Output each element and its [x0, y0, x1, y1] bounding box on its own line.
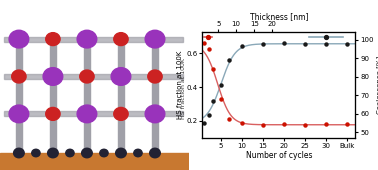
Circle shape [9, 30, 29, 48]
Bar [50, 119, 56, 153]
Circle shape [14, 148, 24, 158]
Bar [4, 74, 183, 79]
Bar [118, 39, 124, 73]
Circle shape [43, 68, 63, 85]
Circle shape [9, 105, 29, 123]
Circle shape [48, 148, 58, 158]
Bar [84, 119, 90, 153]
Circle shape [116, 148, 126, 158]
Bar [15, 119, 22, 153]
Circle shape [114, 33, 128, 46]
Circle shape [150, 148, 160, 158]
Bar [15, 76, 22, 110]
Circle shape [145, 30, 165, 48]
Circle shape [148, 70, 162, 83]
Bar [152, 39, 158, 73]
Bar [4, 111, 183, 116]
Circle shape [77, 30, 97, 48]
Circle shape [66, 149, 74, 157]
Circle shape [111, 68, 131, 85]
Circle shape [145, 105, 165, 123]
X-axis label: Thickness [nm]: Thickness [nm] [249, 12, 308, 21]
Bar [118, 119, 124, 153]
Circle shape [12, 70, 26, 83]
Bar [0, 153, 189, 170]
Bar [50, 76, 56, 110]
Bar [152, 76, 158, 110]
Y-axis label: HS fraction at 100K: HS fraction at 100K [177, 51, 183, 119]
Circle shape [80, 70, 94, 83]
Circle shape [46, 33, 60, 46]
Circle shape [134, 149, 142, 157]
Circle shape [46, 107, 60, 120]
Bar [152, 119, 158, 153]
Bar [15, 39, 22, 73]
Bar [4, 37, 183, 42]
Text: HS fraction at 100K: HS fraction at 100K [181, 58, 186, 119]
X-axis label: Number of cycles: Number of cycles [246, 151, 312, 160]
Bar [118, 76, 124, 110]
Bar [50, 39, 56, 73]
Circle shape [77, 105, 97, 123]
Bar [84, 39, 90, 73]
Y-axis label: Coalescence [%]: Coalescence [%] [376, 56, 378, 114]
Circle shape [100, 149, 108, 157]
Bar [84, 76, 90, 110]
Circle shape [114, 107, 128, 120]
Circle shape [32, 149, 40, 157]
Circle shape [82, 148, 92, 158]
